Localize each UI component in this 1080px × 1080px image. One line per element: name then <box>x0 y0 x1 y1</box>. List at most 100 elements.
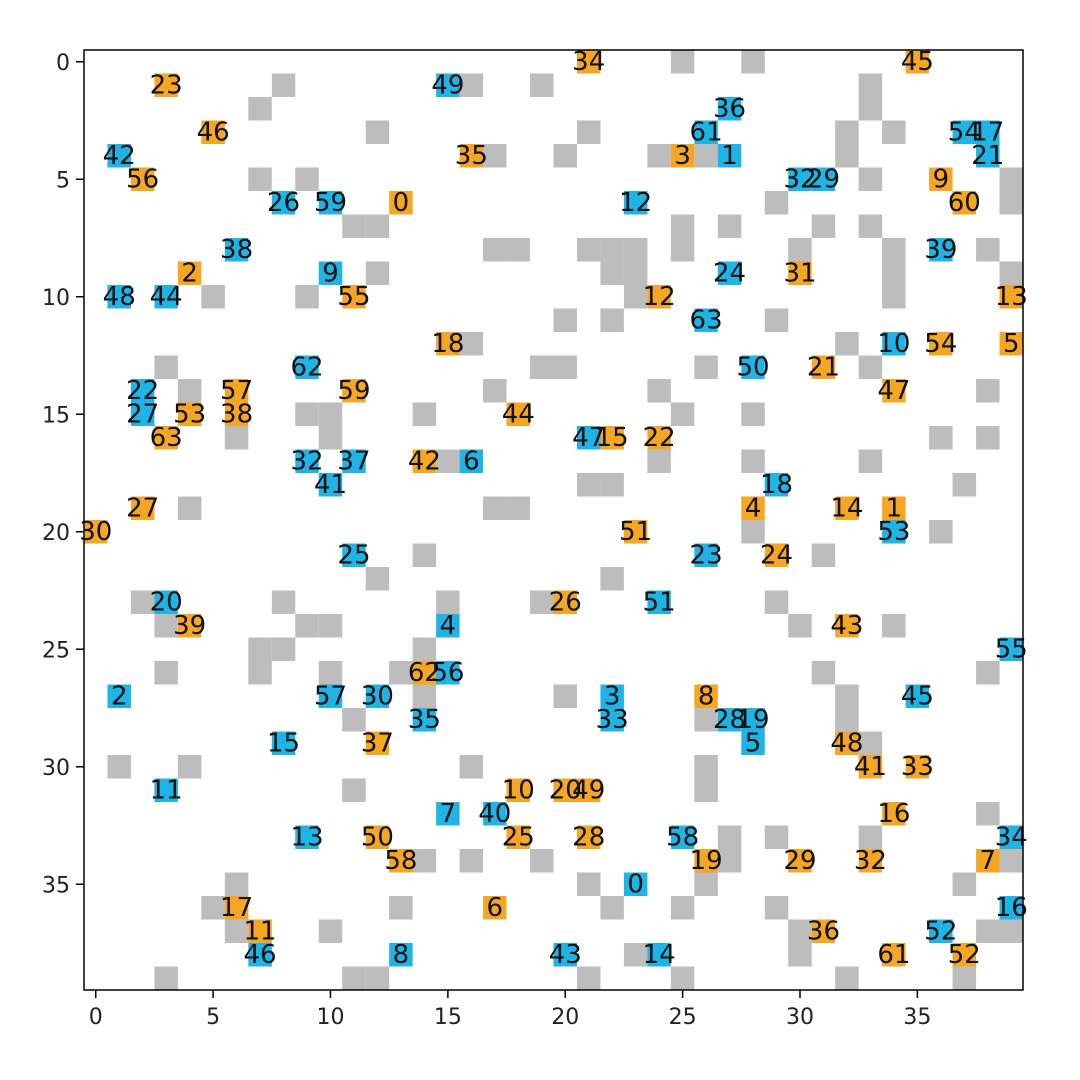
agent-cell <box>506 825 531 849</box>
obstacle-cell <box>858 73 883 97</box>
agent-cell <box>952 943 977 967</box>
agent-cell <box>623 520 648 544</box>
agent-label: 58 <box>666 822 699 852</box>
agent-cell <box>130 496 155 520</box>
agent-label: 9 <box>933 164 950 194</box>
obstacle-cell <box>694 755 718 779</box>
obstacle-cell <box>976 661 1000 685</box>
agent-cell <box>201 120 225 144</box>
agent-label: 56 <box>126 164 159 194</box>
agent-label: 18 <box>431 329 464 359</box>
agent-cell <box>389 849 413 873</box>
agent-label: 36 <box>713 94 746 124</box>
agent-label: 57 <box>314 681 347 711</box>
obstacle-cell <box>835 120 859 144</box>
obstacle-cell <box>130 590 155 614</box>
obstacle-cell <box>788 238 812 262</box>
agent-label: 32 <box>854 846 887 876</box>
obstacle-cell <box>295 167 319 191</box>
obstacle-cell <box>342 778 366 802</box>
agent-cell <box>389 191 413 215</box>
obstacle-cell <box>201 896 225 920</box>
obstacle-cell <box>741 520 765 544</box>
obstacle-cell <box>717 849 742 873</box>
agent-label: 19 <box>690 846 723 876</box>
agent-cell <box>835 496 859 520</box>
obstacle-cell <box>154 355 178 379</box>
agent-label: 24 <box>713 258 746 288</box>
obstacle-cell <box>764 590 789 614</box>
y-tick-label: 15 <box>42 403 70 428</box>
agent-label: 63 <box>690 305 723 335</box>
agent-cell <box>154 285 178 309</box>
obstacle-cell <box>248 661 272 685</box>
agent-label: 3 <box>604 681 621 711</box>
agent-cell <box>576 50 601 74</box>
obstacle-cell <box>318 919 343 943</box>
agent-cell <box>412 661 437 685</box>
agent-label: 8 <box>393 940 410 970</box>
agent-cell <box>154 590 178 614</box>
agent-label: 15 <box>267 728 300 758</box>
agent-cell <box>976 120 1000 144</box>
agent-label: 5 <box>745 728 762 758</box>
obstacle-cell <box>600 261 624 285</box>
obstacle-cell <box>882 261 906 285</box>
agent-label: 6 <box>463 446 480 476</box>
obstacle-cell <box>365 966 390 990</box>
agent-cell <box>788 261 812 285</box>
obstacle-cell <box>764 191 789 215</box>
agent-label: 31 <box>783 258 816 288</box>
agent-cell <box>882 332 906 356</box>
x-tick-label: 0 <box>89 1005 103 1030</box>
obstacle-cell <box>530 849 554 873</box>
agent-cell <box>342 379 366 403</box>
agent-cell <box>248 919 272 943</box>
agent-cell <box>952 191 977 215</box>
agent-cell <box>412 708 437 732</box>
agent-cell <box>436 661 460 685</box>
obstacle-cell <box>154 661 178 685</box>
obstacle-cell <box>271 637 296 661</box>
obstacle-cell <box>858 214 883 238</box>
agent-label: 35 <box>455 141 488 171</box>
agent-label: 1 <box>886 493 903 523</box>
agent-label: 14 <box>830 493 863 523</box>
agent-cell <box>318 684 343 708</box>
agent-cell <box>483 896 507 920</box>
agent-cell <box>999 896 1023 920</box>
obstacle-cell <box>576 966 601 990</box>
agent-cell <box>694 120 718 144</box>
agent-label: 9 <box>322 258 339 288</box>
agent-cell <box>130 167 155 191</box>
obstacle-cell <box>600 308 624 332</box>
obstacle-cell <box>389 896 413 920</box>
agent-label: 29 <box>807 164 840 194</box>
agent-label: 42 <box>103 141 136 171</box>
agent-cell <box>670 825 695 849</box>
agent-cell <box>436 614 460 638</box>
agent-label: 63 <box>150 423 183 453</box>
agent-cell <box>553 778 577 802</box>
agent-cell <box>177 614 202 638</box>
agent-label: 61 <box>690 117 723 147</box>
agent-cell <box>553 943 577 967</box>
obstacle-cell <box>694 355 718 379</box>
agent-label: 22 <box>126 376 159 406</box>
agent-label: 7 <box>980 846 997 876</box>
agent-label: 51 <box>643 587 676 617</box>
obstacle-cell <box>177 496 202 520</box>
obstacle-cell <box>647 379 671 403</box>
x-tick-label: 35 <box>903 1005 931 1030</box>
agent-label: 48 <box>103 282 136 312</box>
agent-label: 43 <box>549 940 582 970</box>
agent-label: 12 <box>619 188 652 218</box>
obstacle-cell <box>929 520 953 544</box>
agent-cell <box>647 943 671 967</box>
agent-label: 14 <box>643 940 676 970</box>
agent-label: 54 <box>924 329 957 359</box>
agent-cell <box>623 191 648 215</box>
obstacle-cell <box>929 426 953 450</box>
agent-cell <box>154 73 178 97</box>
obstacle-cell <box>999 261 1023 285</box>
